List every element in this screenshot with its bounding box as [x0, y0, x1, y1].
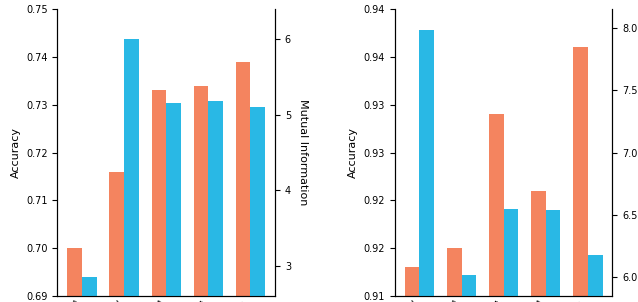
Bar: [124, 39, 139, 302]
Y-axis label: Accuracy: Accuracy: [348, 127, 358, 178]
Bar: [503, 209, 519, 302]
Bar: [68, 248, 82, 302]
Bar: [82, 277, 97, 302]
Bar: [588, 255, 602, 302]
Bar: [109, 172, 124, 302]
Y-axis label: Accuracy: Accuracy: [10, 127, 20, 178]
Bar: [251, 107, 265, 302]
Bar: [193, 85, 209, 302]
Bar: [489, 114, 503, 302]
Bar: [447, 248, 461, 302]
Bar: [531, 191, 545, 302]
Bar: [573, 47, 588, 302]
Bar: [419, 30, 434, 302]
Bar: [404, 267, 419, 302]
Bar: [167, 104, 181, 302]
Bar: [545, 210, 561, 302]
Bar: [235, 62, 251, 302]
Bar: [461, 275, 477, 302]
Y-axis label: Mutual Information: Mutual Information: [298, 99, 308, 206]
Bar: [151, 90, 167, 302]
Bar: [209, 101, 223, 302]
